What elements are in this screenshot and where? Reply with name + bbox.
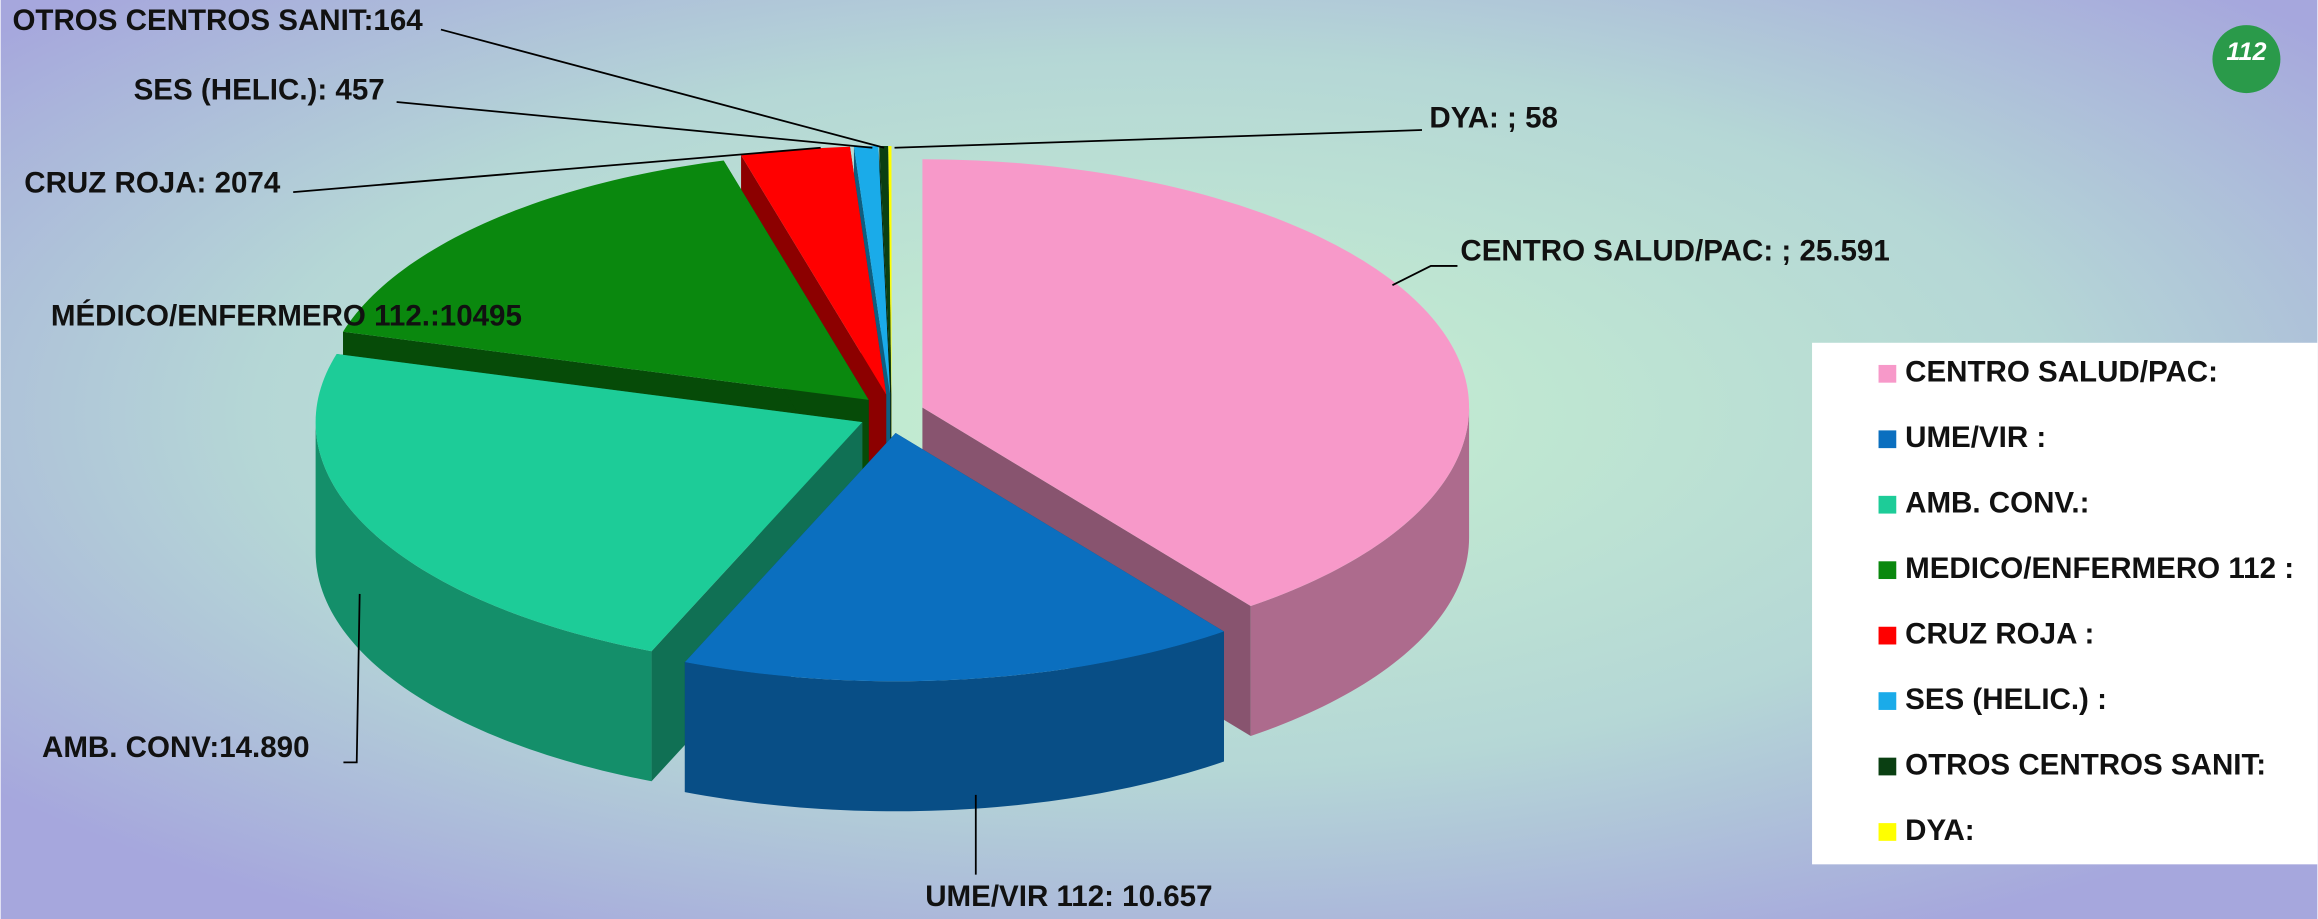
slice xyxy=(879,145,892,395)
data-label: MÉDICO/ENFERMERO 112.:10495 xyxy=(51,298,522,332)
legend-swatch xyxy=(1878,823,1897,841)
legend: CENTRO SALUD/PAC: UME/VIR : AMB. CONV.: MED… xyxy=(1878,356,2294,847)
data-label: CENTRO SALUD/PAC: ; 25.591 xyxy=(1460,234,1889,267)
data-label: SES (HELIC.): 457 xyxy=(134,73,385,106)
slice xyxy=(343,160,869,400)
slice xyxy=(888,145,892,395)
slice xyxy=(741,146,887,395)
slice xyxy=(684,433,1224,682)
slice-wall xyxy=(1250,407,1470,736)
legend-label: SES (HELIC.) : xyxy=(1905,683,2107,716)
data-label: AMB. CONV:14.890 xyxy=(42,731,310,764)
leader-line xyxy=(894,129,1423,149)
legend-swatch xyxy=(1878,692,1897,710)
slice xyxy=(853,146,891,395)
slice-wall xyxy=(684,631,1224,812)
logo-text: 112 xyxy=(2226,38,2266,66)
legend-label: MEDICO/ENFERMERO 112 : xyxy=(1905,552,2294,585)
legend-label: CENTRO SALUD/PAC: xyxy=(1905,356,2218,389)
legend-swatch xyxy=(1878,430,1897,449)
leader-line xyxy=(343,593,361,764)
legend-swatch xyxy=(1878,626,1897,645)
data-label: OTROS CENTROS SANIT:164 xyxy=(12,4,423,37)
data-labels: CENTRO SALUD/PAC: ; 25.591 UME/VIR 112: 1… xyxy=(12,4,1889,913)
legend-label: UME/VIR : xyxy=(1905,421,2046,454)
legend-label: AMB. CONV.: xyxy=(1905,487,2089,520)
leader-line xyxy=(396,101,873,149)
leader-line xyxy=(293,146,821,193)
leader-line xyxy=(440,28,885,149)
data-label: DYA: ; 58 xyxy=(1429,101,1558,134)
legend-swatch xyxy=(1878,757,1897,776)
legend-box xyxy=(1812,342,2318,865)
data-label: UME/VIR 112: 10.657 xyxy=(925,880,1212,913)
logo xyxy=(2212,25,2281,94)
legend-label: OTROS CENTROS SANIT: xyxy=(1905,748,2266,781)
slice xyxy=(922,159,1470,606)
legend-swatch xyxy=(1878,495,1897,514)
data-label: CRUZ ROJA: 2074 xyxy=(24,166,281,199)
slice xyxy=(315,354,863,652)
pie xyxy=(315,145,1470,812)
slice-wall xyxy=(315,422,652,782)
legend-label: CRUZ ROJA : xyxy=(1905,617,2094,650)
leader-line xyxy=(1392,265,1458,286)
legend-label: DYA: xyxy=(1905,814,1974,847)
legend-swatch xyxy=(1878,364,1897,383)
legend-swatch xyxy=(1878,561,1897,580)
